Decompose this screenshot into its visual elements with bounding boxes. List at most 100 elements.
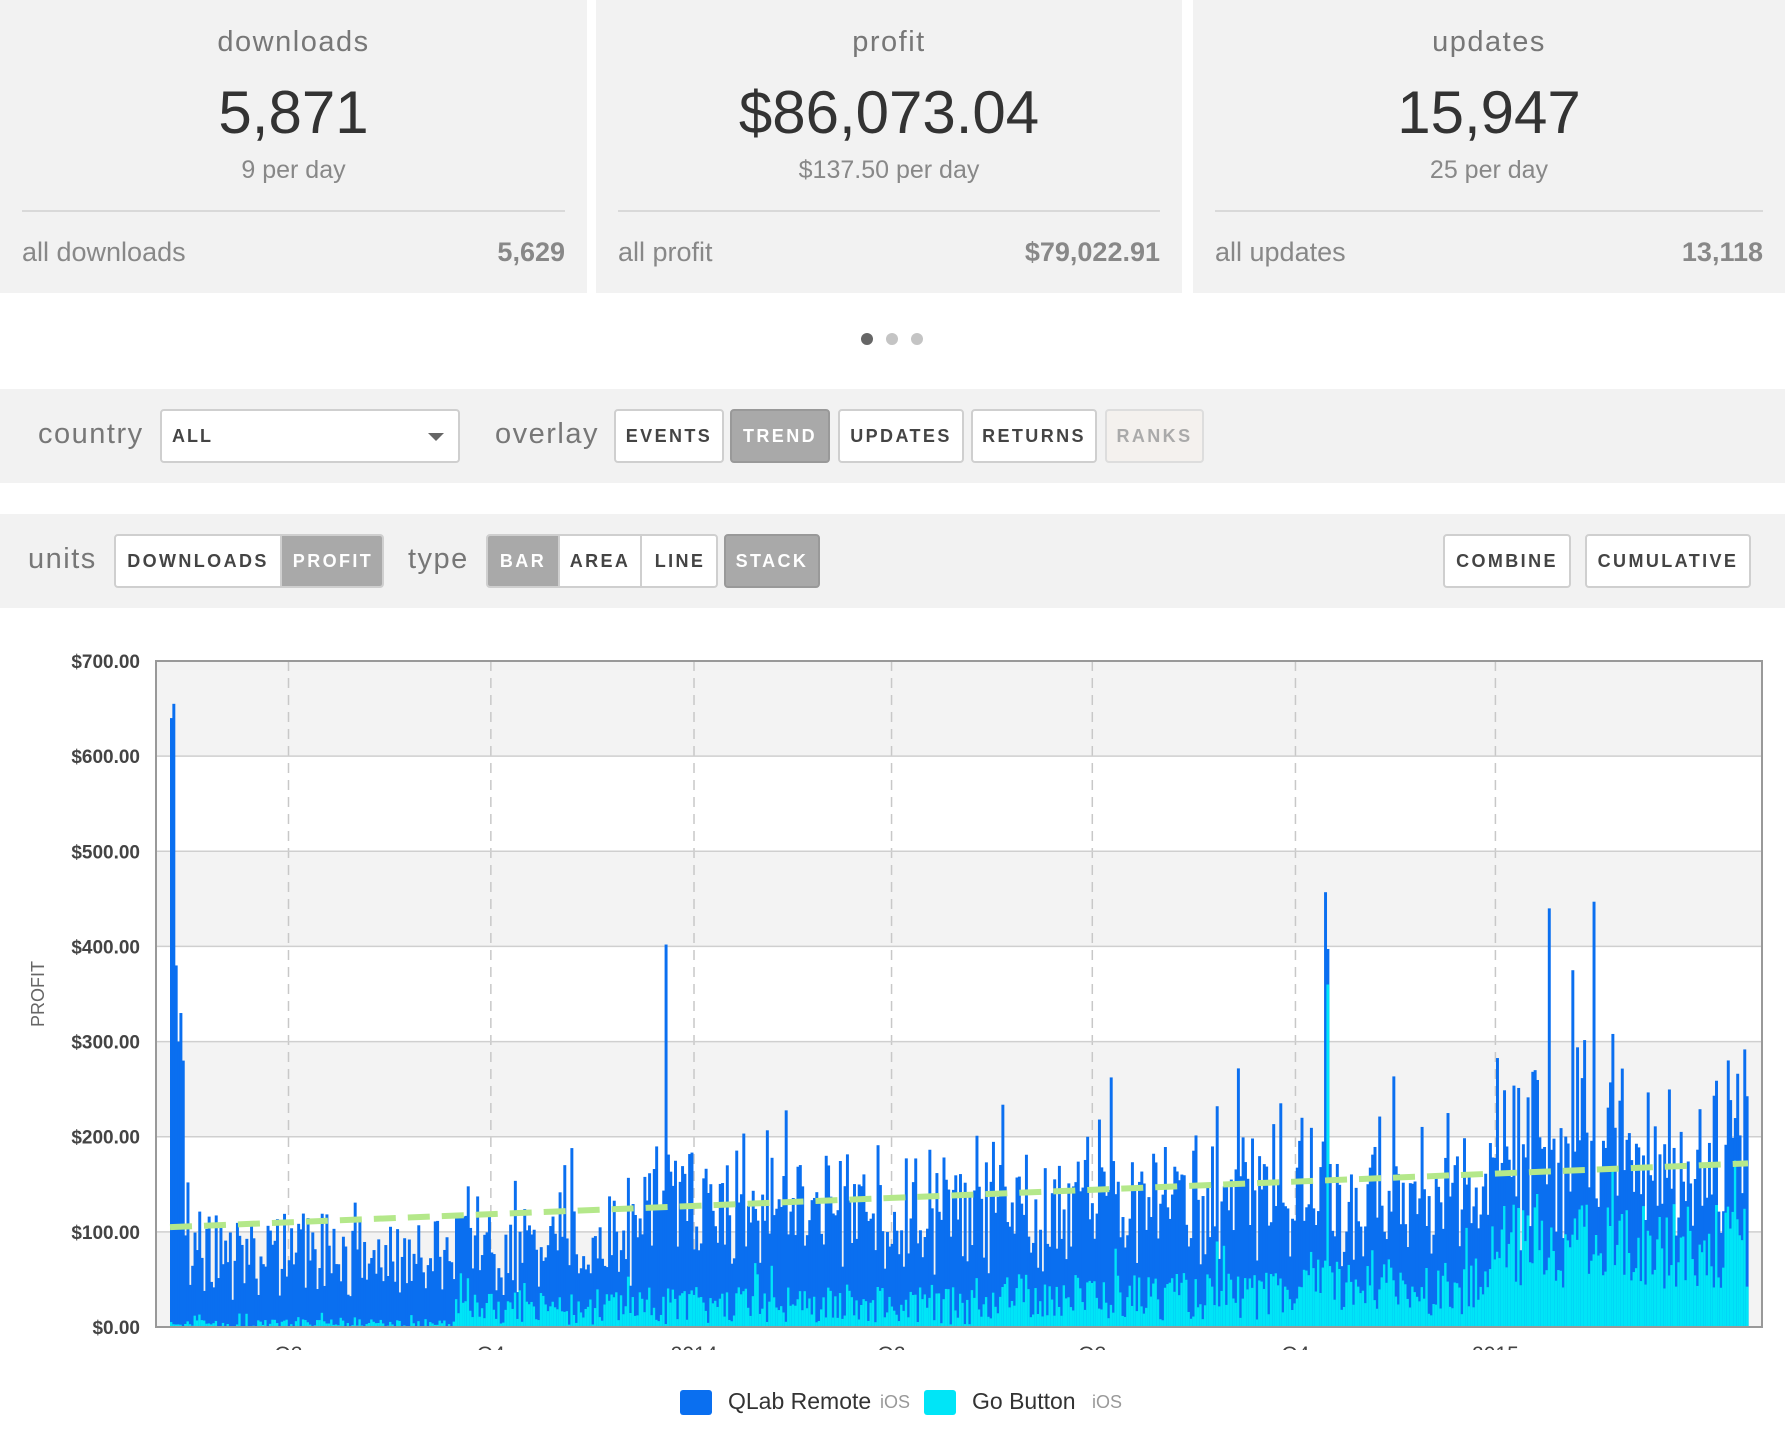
- overlay-updates-button[interactable]: UPDATES: [838, 409, 964, 463]
- bar-qlab-remote: [379, 1267, 383, 1327]
- bar-go-button: [579, 1312, 583, 1327]
- bar-qlab-remote: [1460, 1209, 1464, 1327]
- stat-card-updates[interactable]: updates 15,947 25 per day all updates 13…: [1193, 0, 1785, 293]
- bar-go-button: [473, 1294, 477, 1327]
- type-bar-button[interactable]: BAR: [488, 536, 558, 586]
- bar-qlab-remote: [556, 1250, 560, 1327]
- bar-qlab-remote: [900, 1230, 904, 1327]
- stack-button[interactable]: STACK: [724, 534, 820, 588]
- divider: [1215, 210, 1763, 212]
- country-select[interactable]: ALL: [160, 409, 460, 463]
- type-line-button[interactable]: LINE: [640, 536, 716, 586]
- bar-go-button: [1008, 1307, 1012, 1327]
- bar-qlab-remote: [1738, 1135, 1742, 1327]
- bar-qlab-remote: [212, 1287, 216, 1327]
- bar-go-button: [761, 1308, 765, 1327]
- bar-go-button: [1309, 1251, 1313, 1327]
- pager-dot-1[interactable]: [861, 333, 873, 345]
- bar-go-button: [1536, 1193, 1539, 1327]
- bar-go-button: [558, 1297, 562, 1327]
- bar-qlab-remote: [822, 1244, 826, 1327]
- bar-go-button: [1674, 1286, 1678, 1327]
- bar-qlab-remote: [1067, 1183, 1071, 1327]
- overlay-events-button[interactable]: EVENTS: [614, 409, 724, 463]
- legend-label-go[interactable]: Go Button: [972, 1388, 1076, 1414]
- bar-qlab-remote: [1517, 1087, 1521, 1327]
- bar-go-button: [1048, 1286, 1052, 1327]
- bar-go-button: [492, 1309, 496, 1327]
- legend-label-qlab[interactable]: QLab Remote: [728, 1388, 872, 1414]
- type-area-button[interactable]: AREA: [558, 536, 640, 586]
- pager-dot-2[interactable]: [886, 333, 898, 345]
- legend-swatch-go[interactable]: [924, 1390, 956, 1415]
- bar-qlab-remote: [568, 1265, 571, 1327]
- bar-go-button: [462, 1302, 466, 1327]
- bar-go-button: [1215, 1241, 1219, 1327]
- stat-card-downloads[interactable]: downloads 5,871 9 per day all downloads …: [0, 0, 587, 293]
- bar-qlab-remote: [709, 1184, 713, 1327]
- bar-go-button: [582, 1317, 586, 1327]
- bar-qlab-remote: [1364, 1226, 1368, 1327]
- bar-go-button: [688, 1294, 692, 1327]
- bar-qlab-remote: [1375, 1217, 1379, 1327]
- bar-qlab-remote: [897, 1254, 901, 1327]
- bar-go-button: [1531, 1263, 1535, 1327]
- bar-qlab-remote: [417, 1225, 421, 1327]
- bar-qlab-remote: [271, 1244, 275, 1327]
- units-profit-button[interactable]: PROFIT: [280, 536, 382, 586]
- bar-go-button: [1168, 1282, 1172, 1327]
- bar-qlab-remote: [1486, 1214, 1490, 1327]
- bar-qlab-remote: [1072, 1186, 1076, 1327]
- x-tick-label: 2015: [1472, 1343, 1519, 1350]
- bar-go-button: [1161, 1320, 1165, 1327]
- bar-qlab-remote: [721, 1183, 725, 1327]
- bar-go-button: [928, 1297, 932, 1327]
- stat-card-profit[interactable]: profit $86,073.04 $137.50 per day all pr…: [596, 0, 1182, 293]
- bar-qlab-remote: [582, 1256, 586, 1327]
- pager-dot-3[interactable]: [911, 333, 923, 345]
- bar-go-button: [539, 1293, 543, 1327]
- overlay-ranks-button[interactable]: RANKS: [1105, 409, 1204, 463]
- overlay-trend-button[interactable]: TREND: [730, 409, 830, 463]
- bar-go-button: [853, 1315, 856, 1327]
- bar-go-button: [320, 1312, 324, 1327]
- bar-qlab-remote: [888, 1246, 892, 1327]
- bar-qlab-remote: [944, 1179, 948, 1327]
- bar-qlab-remote: [768, 1233, 772, 1327]
- combine-button[interactable]: COMBINE: [1443, 534, 1571, 588]
- bar-go-button: [412, 1323, 416, 1327]
- bar-go-button: [410, 1315, 414, 1327]
- bar-go-button: [1055, 1286, 1059, 1327]
- overlay-returns-button[interactable]: RETURNS: [971, 409, 1097, 463]
- x-tick-label: Q3: [1078, 1343, 1106, 1350]
- bar-qlab-remote: [1105, 1195, 1108, 1327]
- bar-qlab-remote: [1411, 1183, 1415, 1327]
- bar-qlab-remote: [217, 1278, 221, 1327]
- bar-go-button: [1528, 1262, 1532, 1327]
- bar-go-button: [1601, 1275, 1605, 1327]
- bar-qlab-remote: [737, 1202, 741, 1327]
- bar-go-button: [1281, 1312, 1285, 1327]
- bar-qlab-remote: [895, 1230, 899, 1327]
- bar-qlab-remote: [1495, 1058, 1499, 1327]
- bar-qlab-remote: [1493, 1157, 1497, 1327]
- bar-qlab-remote: [683, 1173, 687, 1327]
- cumulative-button[interactable]: CUMULATIVE: [1585, 534, 1751, 588]
- bar-qlab-remote: [1027, 1236, 1031, 1327]
- bar-go-button: [1128, 1285, 1132, 1327]
- legend-swatch-qlab[interactable]: [680, 1390, 712, 1415]
- bar-qlab-remote: [537, 1286, 541, 1327]
- bar-go-button: [841, 1318, 845, 1327]
- bar-go-button: [346, 1323, 350, 1327]
- stat-value: 15,947: [1397, 79, 1581, 146]
- bar-go-button: [1705, 1275, 1709, 1327]
- bar-go-button: [1634, 1268, 1638, 1327]
- bar-qlab-remote: [930, 1208, 934, 1327]
- bar-qlab-remote: [973, 1190, 977, 1327]
- bar-qlab-remote: [1178, 1180, 1181, 1327]
- bar-qlab-remote: [1505, 1146, 1509, 1327]
- units-downloads-button[interactable]: DOWNLOADS: [127, 551, 269, 571]
- bar-qlab-remote: [848, 1200, 852, 1327]
- bar-qlab-remote: [744, 1246, 748, 1327]
- bar-go-button: [862, 1299, 866, 1327]
